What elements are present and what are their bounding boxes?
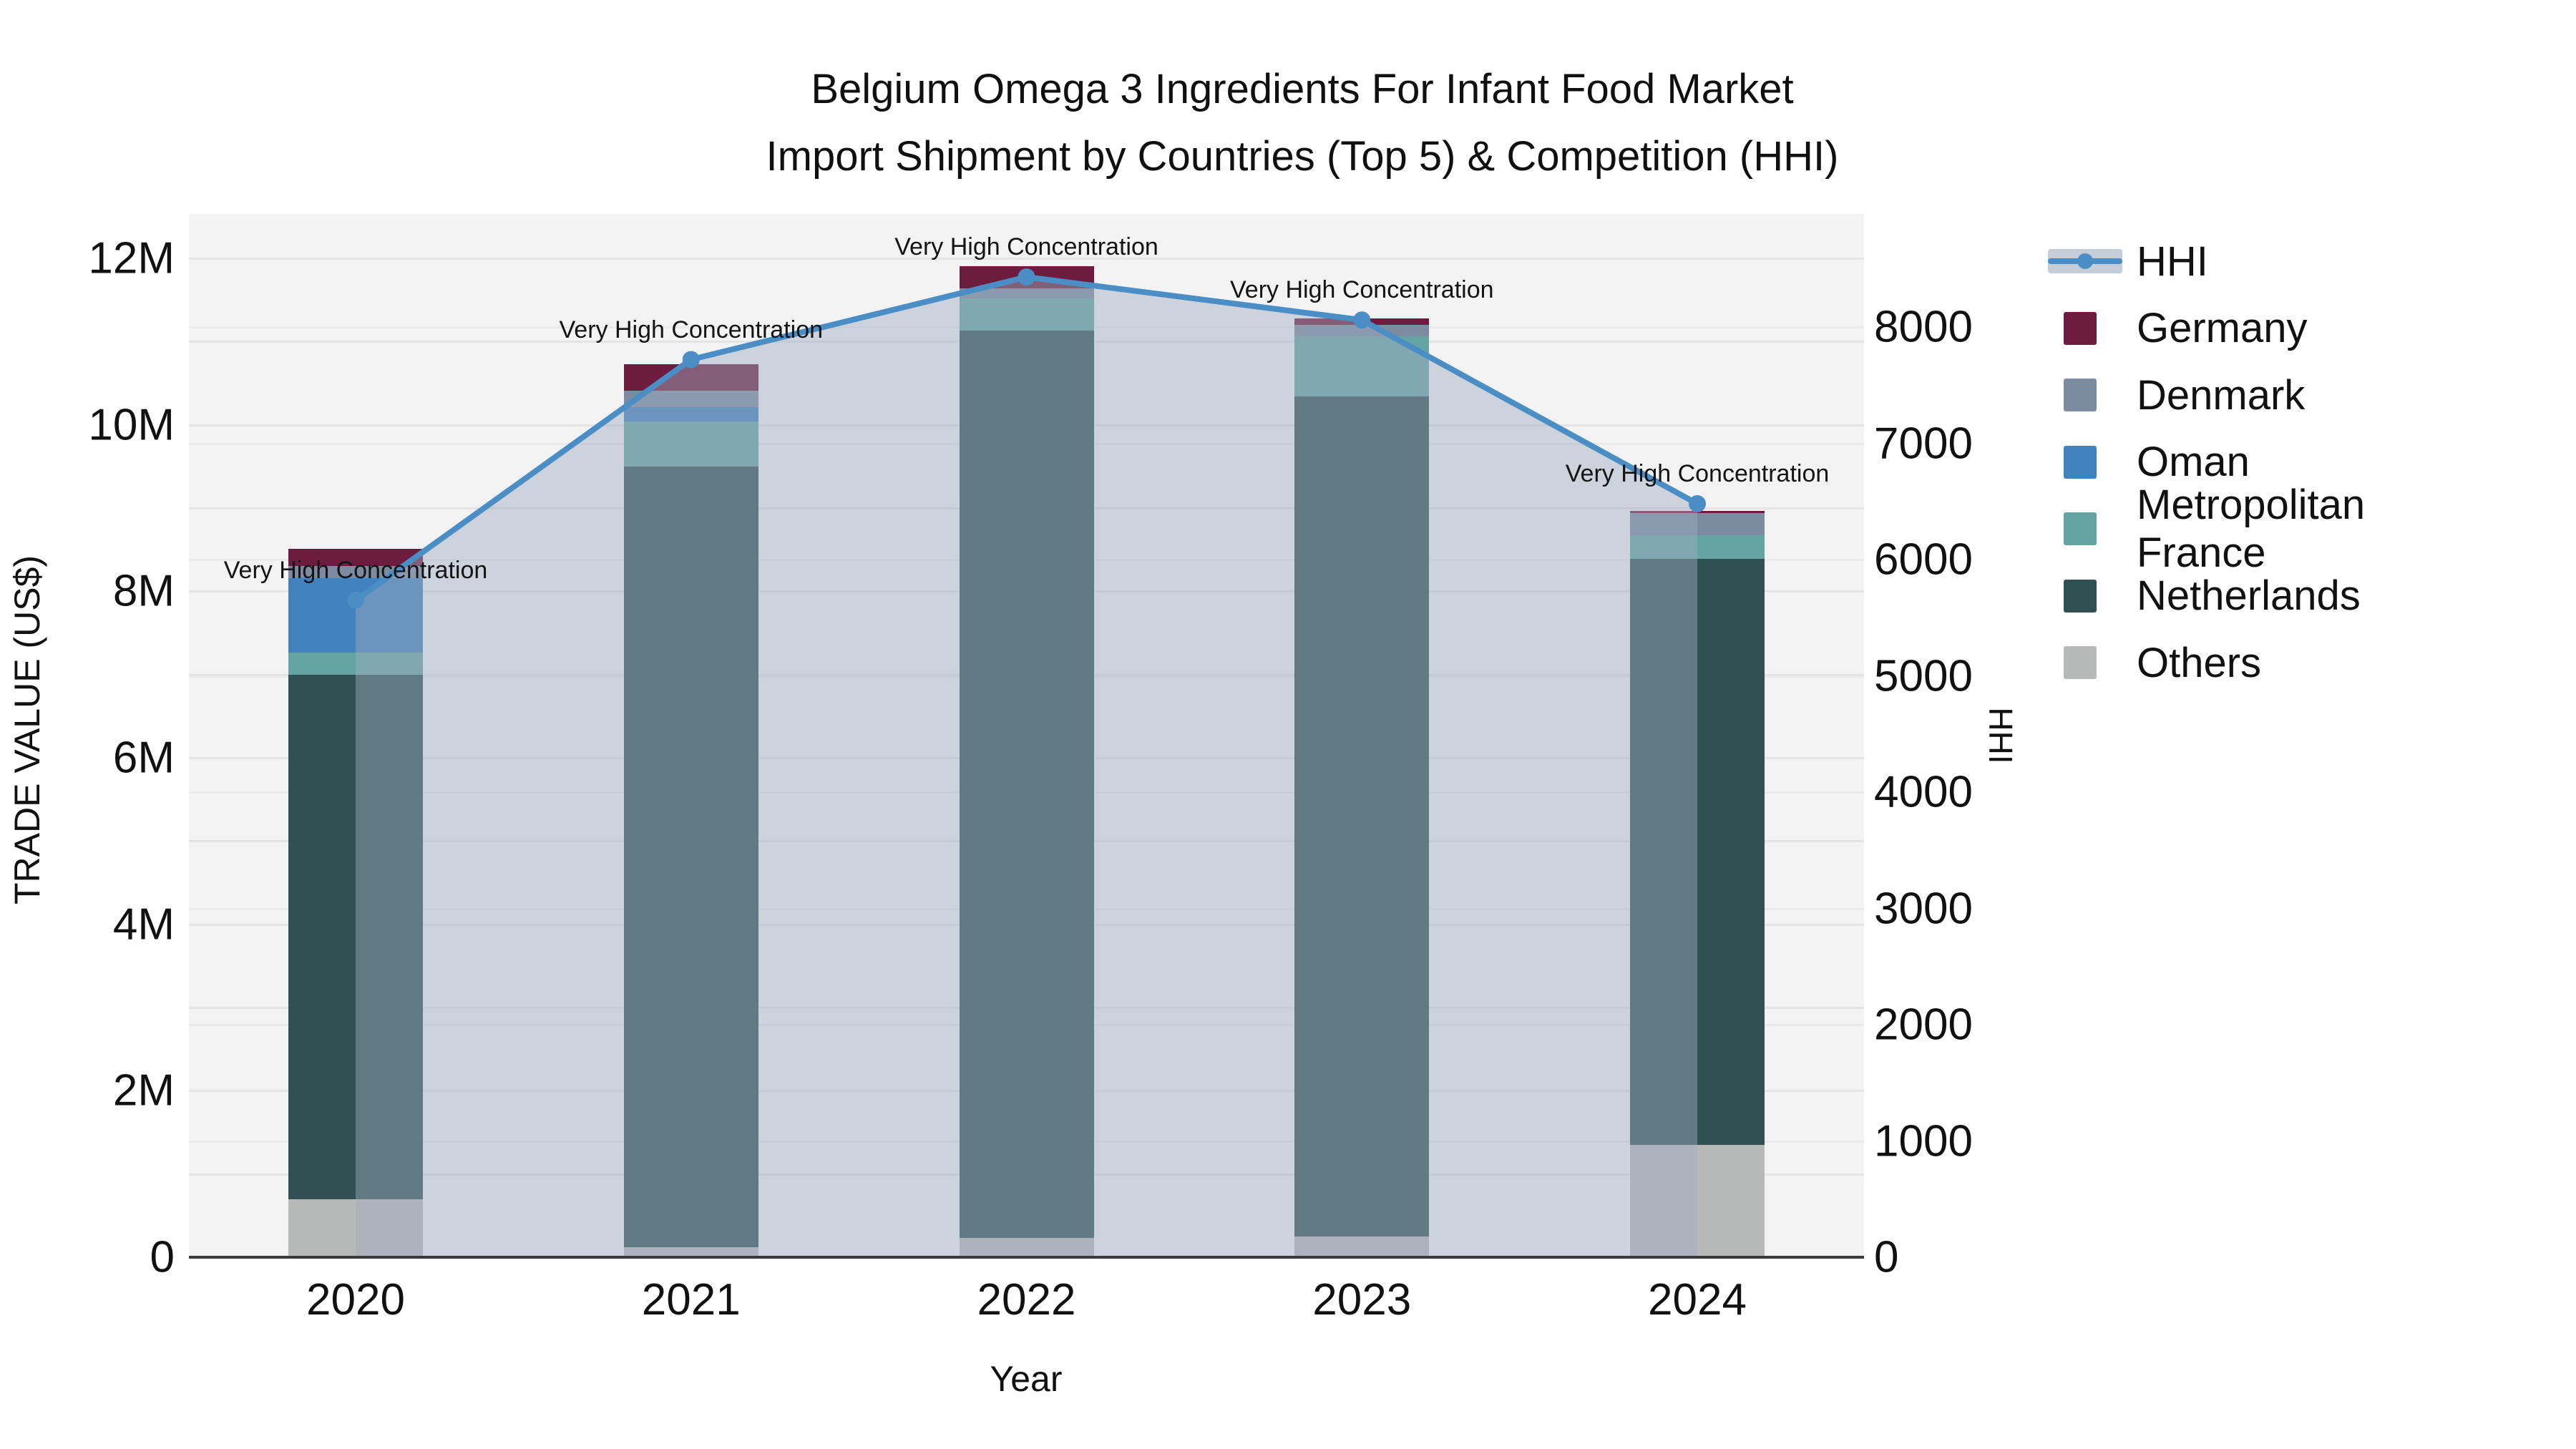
x-tick-2024: 2024 <box>1648 1275 1747 1324</box>
annotation-2022: Very High Concentration <box>894 233 1158 261</box>
y-right-tick-5000: 5000 <box>1874 651 1973 701</box>
y-right-tick-3000: 3000 <box>1874 884 1973 933</box>
bar-segment-metropolitan-france-2024[interactable] <box>1630 535 1765 559</box>
bar-segment-others-2020[interactable] <box>288 1199 423 1257</box>
bar-segment-netherlands-2023[interactable] <box>1294 396 1430 1236</box>
bar-segment-others-2023[interactable] <box>1294 1236 1430 1257</box>
legend-item-label: Germany <box>2137 305 2308 351</box>
annotation-2021: Very High Concentration <box>559 316 824 343</box>
y-axis-right-title: HHI <box>1982 707 2019 764</box>
y-left-tick-4M: 4M <box>112 899 175 950</box>
legend-item-label: Others <box>2137 639 2262 686</box>
legend-swatch-netherlands <box>2064 579 2097 613</box>
y-left-tick-8M: 8M <box>112 566 175 616</box>
legend-swatch-germany <box>2064 311 2097 345</box>
bar-segment-oman-2021[interactable] <box>623 407 758 422</box>
bar-segment-denmark-2024[interactable] <box>1630 513 1765 536</box>
legend-item-netherlands[interactable]: Netherlands <box>2048 562 2361 630</box>
hhi-legend-marker <box>2077 253 2093 269</box>
bar-segment-others-2022[interactable] <box>959 1238 1094 1257</box>
legend-item-others[interactable]: Others <box>2048 629 2261 696</box>
y-left-tick-0: 0 <box>150 1232 175 1282</box>
legend-item-metropolitan-france[interactable]: Metropolitan France <box>2048 482 2365 576</box>
bar-segment-germany-2023[interactable] <box>1294 318 1430 326</box>
y-left-tick-10M: 10M <box>88 400 175 450</box>
bar-segment-germany-2024[interactable] <box>1630 510 1765 513</box>
annotation-2020: Very High Concentration <box>223 556 488 584</box>
legend-item-label: HHI <box>2137 238 2208 285</box>
chart-title: Belgium Omega 3 Ingredients For Infant F… <box>766 56 1839 190</box>
bar-segment-netherlands-2021[interactable] <box>623 466 758 1248</box>
legend-swatch-metropolitan-france <box>2064 512 2097 545</box>
bar-segment-metropolitan-france-2023[interactable] <box>1294 336 1430 397</box>
x-axis-line <box>189 1256 1864 1259</box>
legend-item-label: Netherlands <box>2137 572 2361 619</box>
hhi-legend-swatch <box>2048 249 2122 273</box>
bar-segment-metropolitan-france-2020[interactable] <box>288 653 423 675</box>
y-left-tick-2M: 2M <box>112 1065 175 1116</box>
bar-segment-netherlands-2022[interactable] <box>959 331 1094 1239</box>
x-axis-title: Year <box>990 1359 1063 1399</box>
bar-segment-others-2021[interactable] <box>623 1247 758 1257</box>
annotation-2024: Very High Concentration <box>1565 460 1830 487</box>
y-right-tick-7000: 7000 <box>1874 419 1973 468</box>
y-right-tick-8000: 8000 <box>1874 302 1973 352</box>
x-tick-2020: 2020 <box>306 1275 405 1324</box>
y-right-tick-0: 0 <box>1874 1232 1899 1282</box>
legend-swatch-oman <box>2064 445 2097 479</box>
y-left-tick-6M: 6M <box>112 733 175 783</box>
x-tick-2021: 2021 <box>641 1275 741 1324</box>
bar-segment-denmark-2023[interactable] <box>1294 325 1430 337</box>
legend-item-label: Denmark <box>2137 371 2306 419</box>
legend-item-germany[interactable]: Germany <box>2048 295 2308 362</box>
legend-item-label: Oman <box>2137 439 2250 485</box>
bar-segment-metropolitan-france-2022[interactable] <box>959 298 1094 331</box>
y-axis-left-title: TRADE VALUE (US$) <box>7 555 47 905</box>
bar-segment-others-2024[interactable] <box>1630 1144 1765 1257</box>
bar-segment-netherlands-2020[interactable] <box>288 674 423 1199</box>
legend-item-denmark[interactable]: Denmark <box>2048 361 2305 429</box>
y-right-tick-1000: 1000 <box>1874 1116 1973 1166</box>
chart-title-line2: Import Shipment by Countries (Top 5) & C… <box>766 133 1839 180</box>
gridline-trade-value <box>189 258 1864 260</box>
legend-item-oman[interactable]: Oman <box>2048 429 2250 496</box>
bar-segment-denmark-2021[interactable] <box>623 391 758 408</box>
bar-segment-netherlands-2024[interactable] <box>1630 558 1765 1145</box>
y-left-tick-12M: 12M <box>88 233 175 283</box>
x-tick-2022: 2022 <box>977 1275 1076 1324</box>
y-right-tick-4000: 4000 <box>1874 767 1973 817</box>
bar-segment-denmark-2022[interactable] <box>959 288 1094 298</box>
legend-item-hhi[interactable]: HHI <box>2048 228 2208 295</box>
bar-segment-germany-2022[interactable] <box>959 265 1094 288</box>
legend-item-label: Metropolitan France <box>2137 482 2366 576</box>
chart-title-line1: Belgium Omega 3 Ingredients For Infant F… <box>811 66 1794 112</box>
legend-swatch-denmark <box>2064 379 2097 411</box>
bar-segment-metropolitan-france-2021[interactable] <box>623 421 758 467</box>
x-tick-2023: 2023 <box>1312 1275 1412 1324</box>
bar-segment-germany-2021[interactable] <box>623 364 758 391</box>
legend-swatch-others <box>2064 646 2097 679</box>
annotation-2023: Very High Concentration <box>1229 276 1494 304</box>
y-right-tick-2000: 2000 <box>1874 1000 1973 1050</box>
bar-segment-oman-2020[interactable] <box>288 577 423 653</box>
y-right-tick-6000: 6000 <box>1874 535 1973 585</box>
